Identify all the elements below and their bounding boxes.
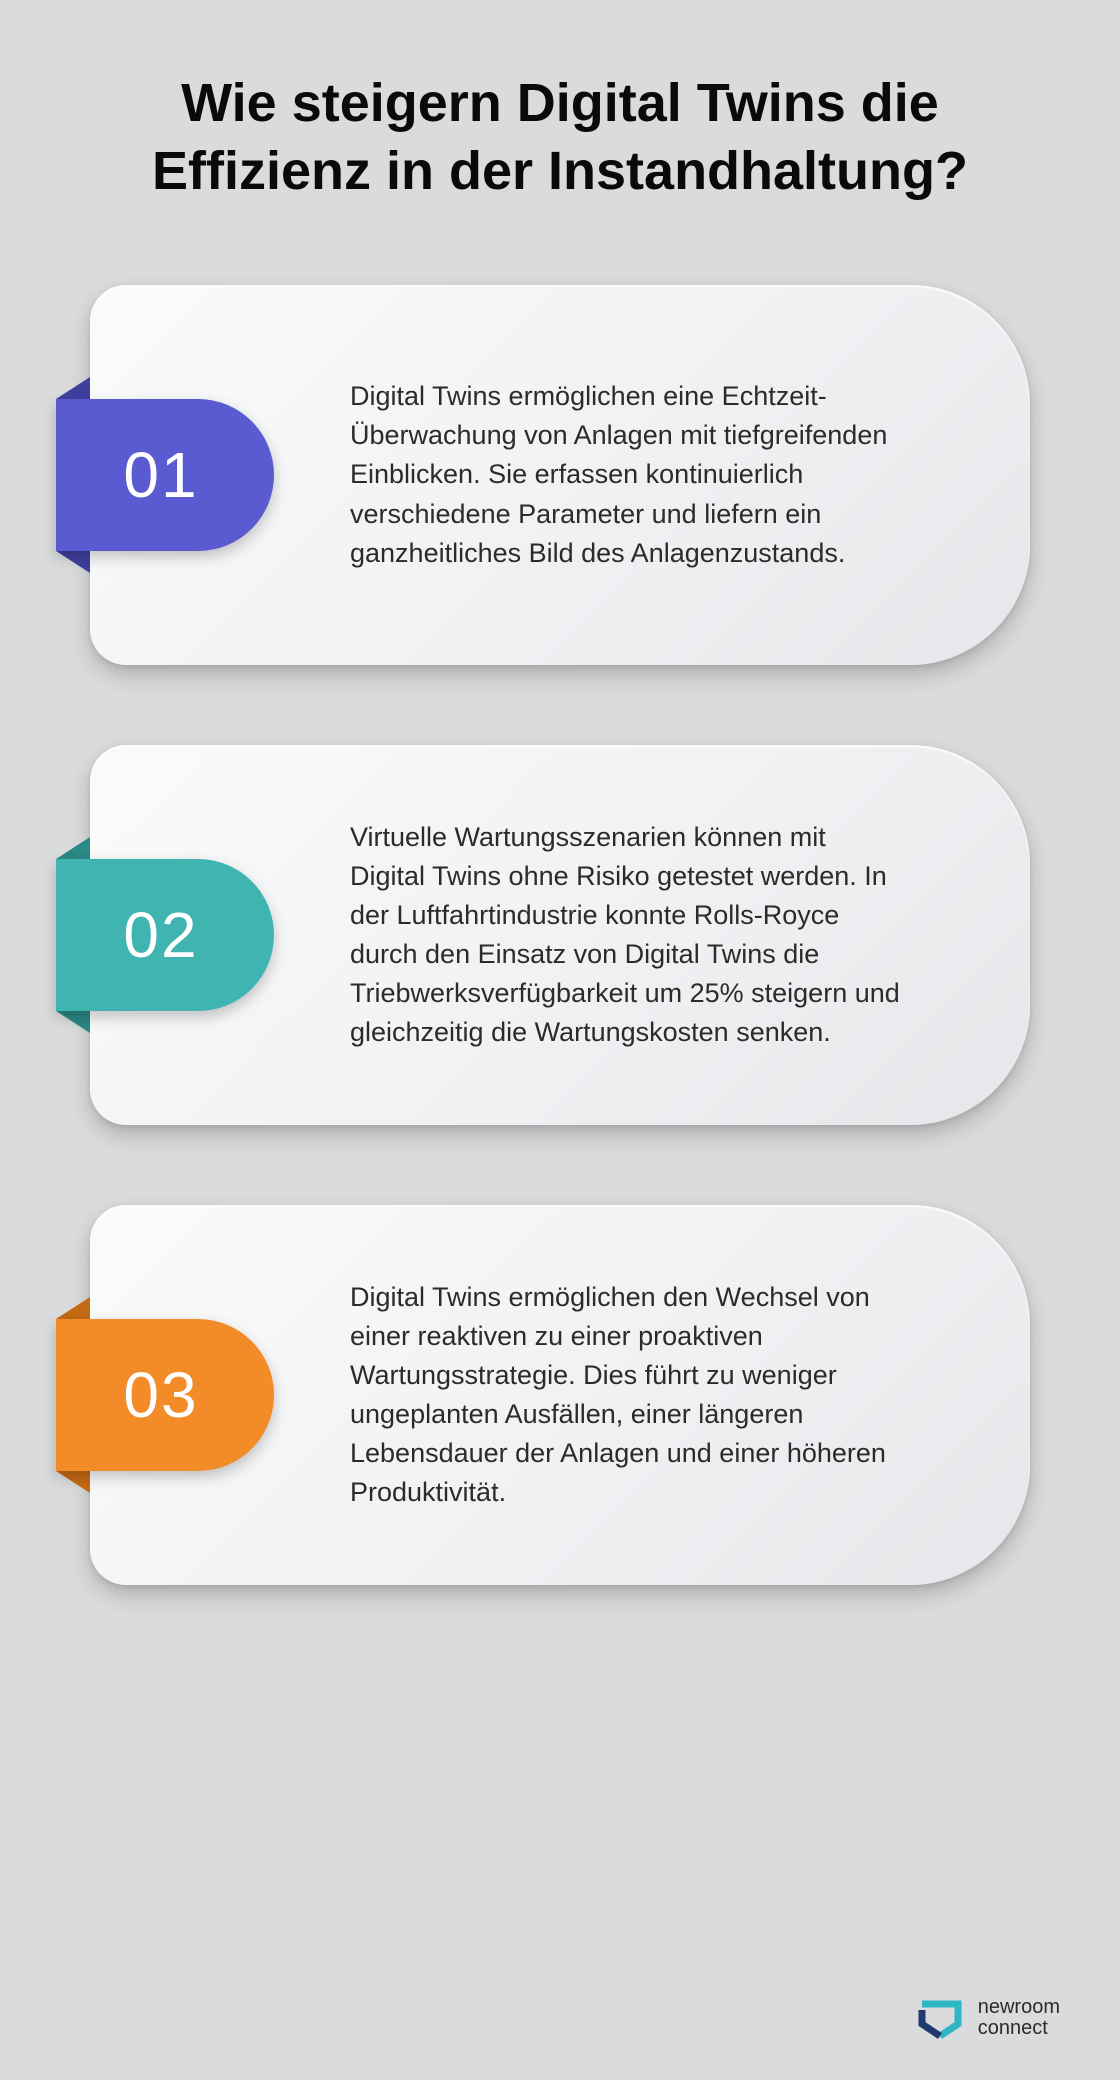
logo-text-line1: newroom	[978, 1997, 1060, 2018]
badge-03-shape: 03	[56, 1319, 274, 1471]
brand-logo: newroom connect	[912, 1990, 1060, 2046]
ribbon-02-top	[56, 837, 90, 859]
ribbon-03-top	[56, 1297, 90, 1319]
card-01: 01 Digital Twins ermöglichen eine Echtze…	[90, 285, 1030, 665]
card-02: 02 Virtuelle Wartungsszenarien können mi…	[90, 745, 1030, 1125]
badge-01-number: 01	[123, 438, 198, 512]
ribbon-01-top	[56, 377, 90, 399]
ribbon-03-bot	[56, 1471, 90, 1493]
logo-icon	[912, 1990, 968, 2046]
badge-02-number: 02	[123, 898, 198, 972]
badge-01: 01	[56, 377, 286, 573]
card-list: 01 Digital Twins ermöglichen eine Echtze…	[0, 255, 1120, 1585]
logo-text-line2: connect	[978, 2018, 1060, 2039]
badge-01-shape: 01	[56, 399, 274, 551]
badge-02: 02	[56, 837, 286, 1033]
ribbon-01-bot	[56, 551, 90, 573]
page-title: Wie steigern Digital Twins die Effizienz…	[0, 0, 1120, 255]
badge-03-number: 03	[123, 1358, 198, 1432]
badge-03: 03	[56, 1297, 286, 1493]
card-03: 03 Digital Twins ermöglichen den Wechsel…	[90, 1205, 1030, 1585]
badge-02-shape: 02	[56, 859, 274, 1011]
ribbon-02-bot	[56, 1011, 90, 1033]
